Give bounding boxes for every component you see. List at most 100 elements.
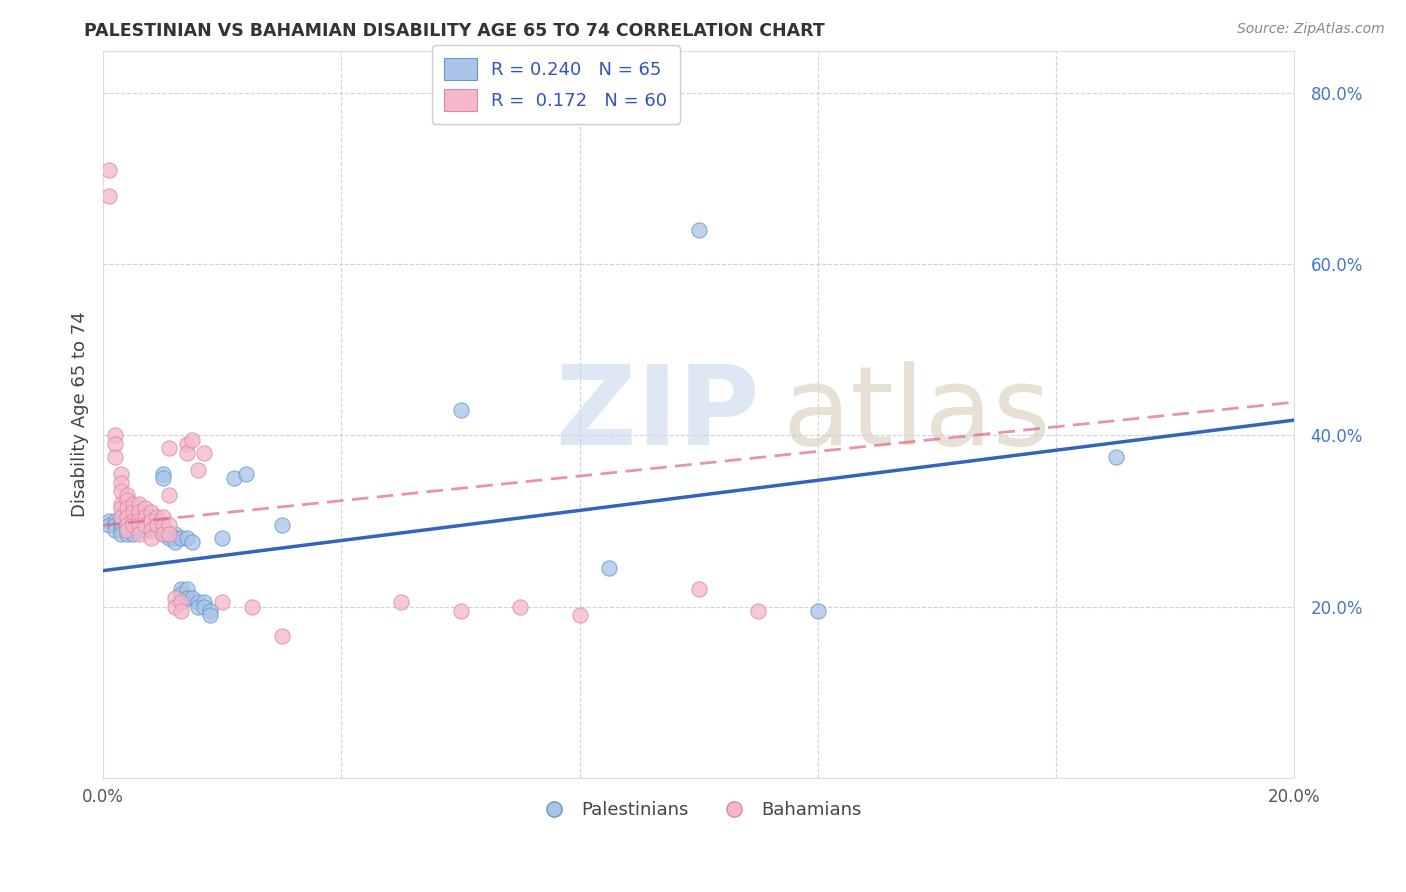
Point (115, 523, 138, 537)
Point (176, 445, 198, 459)
Point (193, 599, 215, 614)
Point (152, 467, 174, 481)
Point (270, 518, 292, 533)
Point (187, 595, 209, 609)
Point (145, 518, 167, 533)
Point (134, 518, 156, 533)
Point (568, 608, 591, 623)
Point (139, 523, 162, 537)
Point (163, 531, 186, 545)
Point (128, 506, 150, 520)
Point (128, 514, 150, 528)
Point (139, 531, 162, 545)
Point (115, 488, 138, 502)
Point (134, 501, 156, 516)
Point (115, 518, 138, 533)
Point (115, 492, 138, 507)
Point (152, 518, 174, 533)
Point (134, 518, 156, 533)
Point (122, 518, 145, 533)
Point (224, 471, 246, 485)
Point (110, 514, 132, 528)
Point (200, 604, 222, 618)
Point (110, 526, 132, 541)
Point (139, 514, 162, 528)
Point (181, 433, 204, 447)
Point (128, 526, 150, 541)
Point (747, 604, 769, 618)
Point (211, 595, 233, 609)
Point (169, 595, 191, 609)
Point (110, 509, 132, 524)
Point (145, 514, 167, 528)
Point (104, 523, 127, 537)
Y-axis label: Disability Age 65 to 74: Disability Age 65 to 74 (72, 311, 89, 517)
Point (193, 445, 215, 459)
Point (176, 591, 198, 605)
Point (157, 488, 180, 502)
Point (389, 595, 412, 609)
Point (122, 526, 145, 541)
Point (104, 437, 127, 451)
Point (98, 514, 121, 528)
Point (104, 514, 127, 528)
Point (157, 518, 180, 533)
Point (157, 526, 180, 541)
Point (509, 599, 531, 614)
Point (115, 506, 138, 520)
Point (176, 582, 198, 597)
Point (110, 523, 132, 537)
Point (110, 484, 132, 499)
Point (98, 518, 121, 533)
Point (122, 518, 145, 533)
Point (128, 518, 150, 533)
Point (163, 526, 186, 541)
Point (688, 582, 710, 597)
Point (104, 428, 127, 442)
Point (110, 467, 132, 481)
Point (163, 591, 186, 605)
Point (270, 630, 292, 644)
Point (110, 509, 132, 524)
Point (115, 523, 138, 537)
Text: atlas: atlas (782, 360, 1050, 467)
Point (169, 604, 191, 618)
Text: ZIP: ZIP (555, 360, 759, 467)
Point (211, 531, 233, 545)
Point (157, 442, 180, 456)
Point (122, 514, 145, 528)
Point (181, 591, 204, 605)
Point (598, 561, 620, 575)
Text: Source: ZipAtlas.com: Source: ZipAtlas.com (1237, 22, 1385, 37)
Point (128, 514, 150, 528)
Point (104, 518, 127, 533)
Point (98, 189, 121, 203)
Point (152, 523, 174, 537)
Point (688, 223, 710, 237)
Point (157, 531, 180, 545)
Point (187, 599, 209, 614)
Point (98, 163, 121, 178)
Point (115, 501, 138, 516)
Point (139, 506, 162, 520)
Point (139, 518, 162, 533)
Point (240, 599, 263, 614)
Point (450, 402, 472, 417)
Point (450, 604, 472, 618)
Point (152, 526, 174, 541)
Point (152, 471, 174, 485)
Point (169, 582, 191, 597)
Point (110, 501, 132, 516)
Point (139, 509, 162, 524)
Point (115, 518, 138, 533)
Point (104, 450, 127, 464)
Point (169, 587, 191, 601)
Point (134, 509, 156, 524)
Point (176, 531, 198, 545)
Point (122, 497, 145, 511)
Point (145, 518, 167, 533)
Point (134, 523, 156, 537)
Point (181, 535, 204, 549)
Point (152, 509, 174, 524)
Point (122, 514, 145, 528)
